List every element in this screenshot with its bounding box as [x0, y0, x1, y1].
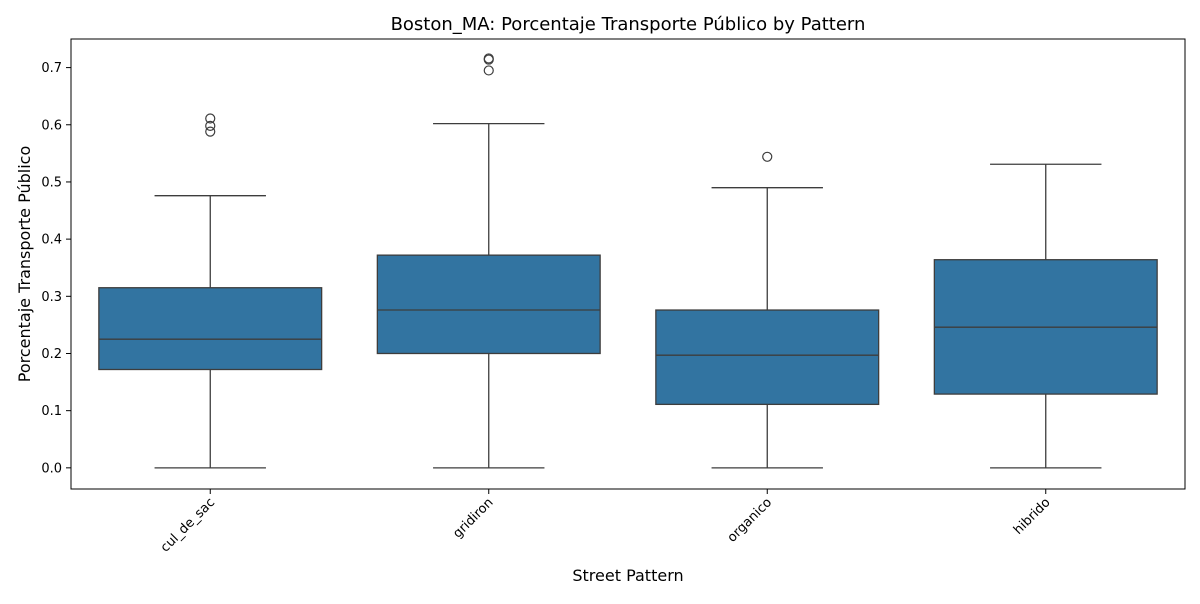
- y-tick-label: 0.0: [41, 461, 62, 476]
- x-tick-label: hibrido: [1011, 495, 1054, 538]
- x-axis-label: Street Pattern: [572, 566, 683, 585]
- y-tick-label: 0.6: [41, 118, 62, 133]
- y-tick-label: 0.3: [41, 290, 62, 305]
- y-tick-label: 0.1: [41, 404, 62, 419]
- x-tick-label: organico: [725, 495, 775, 545]
- x-tick-label: gridiron: [450, 495, 496, 541]
- box-organico: [656, 310, 879, 404]
- y-tick-label: 0.5: [41, 175, 62, 190]
- y-tick-label: 0.4: [41, 233, 62, 248]
- outlier-point: [763, 152, 772, 161]
- y-axis-label: Porcentaje Transporte Público: [15, 146, 34, 382]
- y-tick-label: 0.7: [41, 61, 62, 76]
- chart-title: Boston_MA: Porcentaje Transporte Público…: [391, 14, 866, 35]
- box-cul_de_sac: [99, 288, 322, 370]
- y-tick-label: 0.2: [41, 347, 62, 362]
- x-tick-label: cul_de_sac: [158, 495, 218, 555]
- outlier-point: [484, 66, 493, 75]
- box-gridiron: [377, 255, 600, 353]
